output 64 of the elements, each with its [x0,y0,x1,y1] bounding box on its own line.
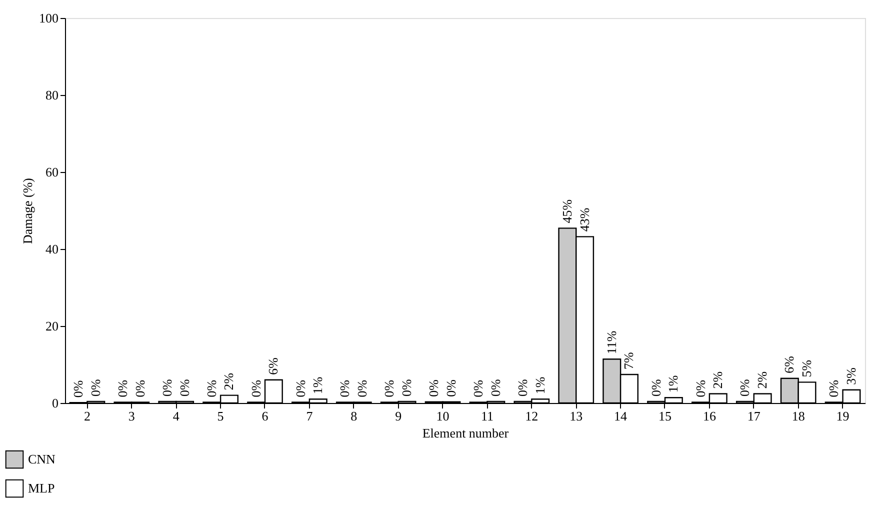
data-label: 0% [88,378,103,396]
x-tick-label: 3 [128,408,135,424]
y-tick-label: 0 [52,396,58,410]
x-axis-title: Element number [422,426,510,440]
data-label: 45% [559,199,574,224]
x-tick-label: 15 [658,408,672,424]
x-tick-label: 16 [702,408,716,424]
data-label: 0% [115,380,130,398]
data-label: 2% [710,371,726,389]
x-tick-label: 11 [480,408,494,424]
y-tick-label: 80 [46,88,58,102]
y-tick-label: 100 [39,10,58,26]
data-label: 0% [354,380,370,398]
data-label: 3% [843,367,858,385]
data-label: 0% [337,380,352,398]
data-label: 0% [692,380,708,398]
data-label: 0% [648,378,664,396]
y-axis-title: Damage (%) [20,178,35,244]
data-label: 0% [70,380,86,398]
data-label: 1% [532,376,548,394]
x-tick-label: 10 [436,408,450,424]
data-label: 7% [621,352,636,370]
x-tick-label: 17 [747,408,761,424]
x-tick-label: 9 [395,408,402,424]
y-tick-label: 60 [46,164,58,180]
data-label: 2% [221,372,236,390]
data-label: 1% [666,375,681,393]
legend-label: CNN [28,452,56,466]
data-label: 6% [782,356,797,374]
x-tick-label: 7 [306,408,314,424]
x-tick-label: 2 [84,408,90,424]
data-label: 5% [799,360,814,378]
x-tick-label: 6 [262,408,269,424]
data-label: 6% [266,357,281,375]
data-label: 11% [604,330,619,354]
data-label: 0% [204,380,219,398]
x-tick-label: 8 [350,408,358,424]
x-tick-label: 12 [525,408,538,424]
y-tick-label: 20 [46,318,58,334]
data-label: 0% [470,380,486,398]
data-label: 0% [132,380,148,398]
x-tick-label: 18 [792,408,805,424]
data-label: 0% [292,380,308,398]
data-label: 0% [159,378,174,396]
data-label: 0% [488,378,503,396]
x-tick-label: 5 [217,408,224,424]
data-label: 2% [754,371,770,389]
data-label: 0% [426,379,442,397]
data-label: 0% [399,378,414,396]
data-label: 1% [310,376,326,394]
x-tick-label: 14 [614,408,628,424]
x-tick-label: 19 [836,408,850,424]
data-label: 43% [576,208,592,232]
data-label: 0% [248,380,264,398]
legend-label: MLP [28,480,55,496]
data-label: 0% [737,378,752,396]
data-label: 0% [826,380,842,398]
x-tick-label: 13 [570,408,583,424]
data-label: 0% [176,378,192,396]
data-label: 0% [382,380,397,398]
data-label: 0% [443,379,458,397]
data-label: 0% [515,378,530,396]
x-tick-label: 4 [172,408,180,424]
y-tick-label: 40 [46,242,58,256]
